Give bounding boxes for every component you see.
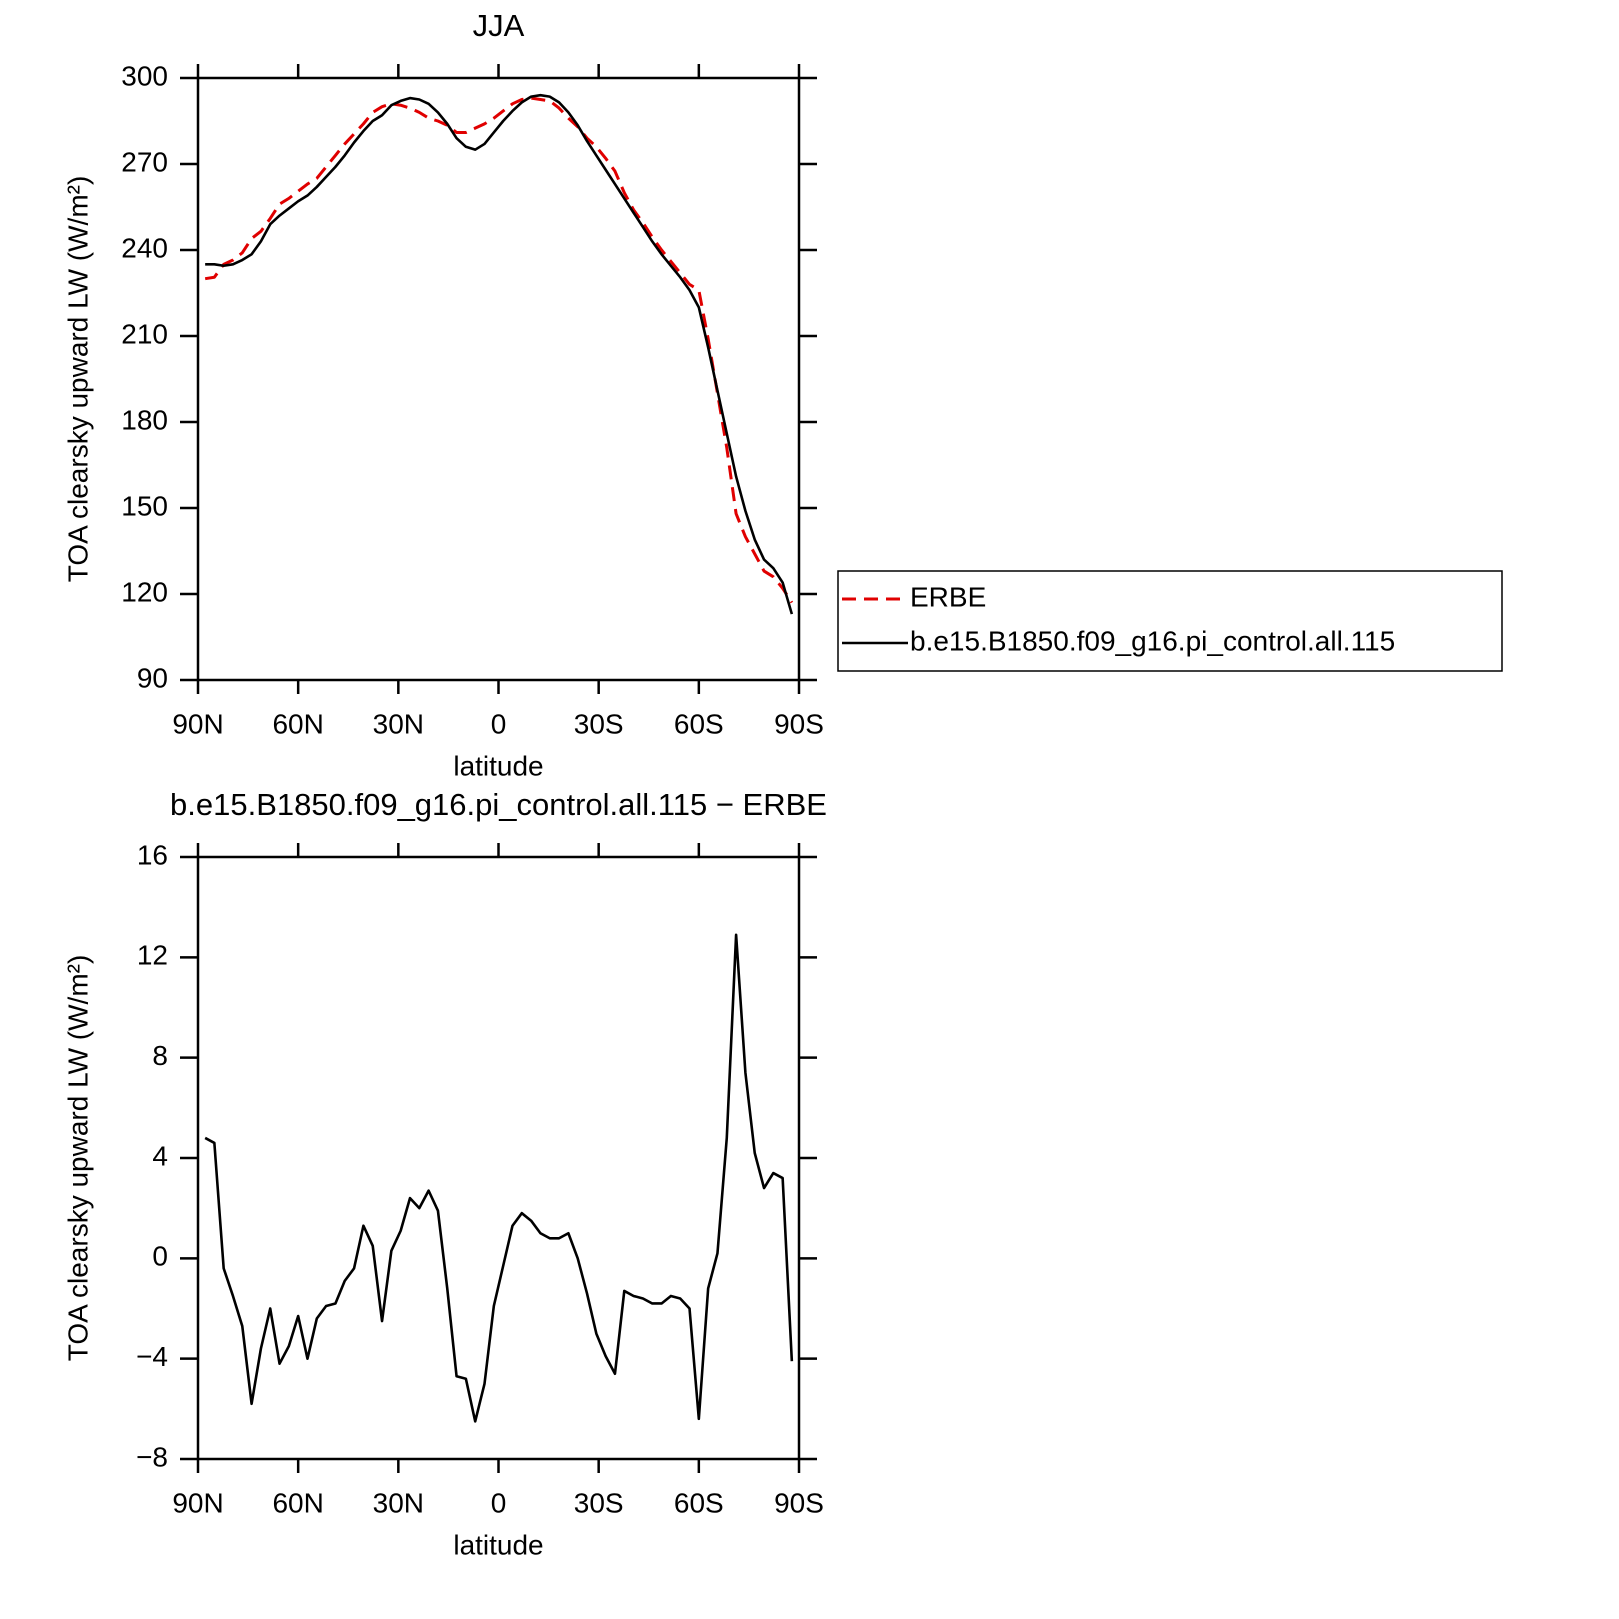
x-axis-label: latitude [453,1529,543,1560]
legend-box [837,570,1503,672]
data-line [204,933,794,1423]
x-axis-label: latitude [453,750,543,781]
x-tick-label: 60N [272,1487,323,1518]
y-tick-label: 300 [121,60,168,91]
y-tick-label: −4 [136,1341,168,1372]
x-tick-label: 60N [272,708,323,739]
y-axis-label: TOA clearsky upward LW (W/m²) [62,955,93,1362]
data-line [205,93,794,615]
chart: b.e15.B1850.f09_g16.pi_control.all.115 −… [62,787,827,1560]
y-tick-label: 120 [121,576,168,607]
x-tick-label: 90N [172,1487,223,1518]
y-tick-label: 4 [152,1140,168,1171]
y-tick-label: 210 [121,318,168,349]
y-axis-label: TOA clearsky upward LW (W/m²) [62,176,93,583]
x-tick-label: 90S [774,708,824,739]
y-tick-label: 150 [121,490,168,521]
x-tick-label: 60S [674,708,724,739]
y-tick-label: 270 [121,146,168,177]
x-tick-label: 0 [491,708,507,739]
x-tick-label: 90N [172,708,223,739]
y-tick-label: −8 [136,1441,168,1472]
y-tick-label: 90 [137,662,168,693]
x-tick-label: 30N [373,1487,424,1518]
x-tick-label: 90S [774,1487,824,1518]
plot-frame [196,76,801,682]
data-line [204,96,794,604]
y-tick-label: 8 [152,1040,168,1071]
chart-title: b.e15.B1850.f09_g16.pi_control.all.115 −… [170,787,827,822]
y-tick-label: 240 [121,232,168,263]
chart: JJA 90N 60N 30N 0 30S 60S 90S 90 120 150 180 210 240 2… [62,8,1503,781]
legend-label: ERBE [910,581,986,612]
y-tick-label: 0 [152,1241,168,1272]
x-tick-label: 30S [574,1487,624,1518]
chart-title: JJA [473,8,525,43]
plot-frame [196,855,801,1461]
x-tick-label: 30N [373,708,424,739]
x-tick-label: 30S [574,708,624,739]
x-tick-label: 0 [491,1487,507,1518]
y-tick-label: 16 [137,839,168,870]
legend-label: b.e15.B1850.f09_g16.pi_control.all.115 [910,625,1395,656]
y-tick-label: 12 [137,940,168,971]
y-tick-label: 180 [121,404,168,435]
x-tick-label: 60S [674,1487,724,1518]
